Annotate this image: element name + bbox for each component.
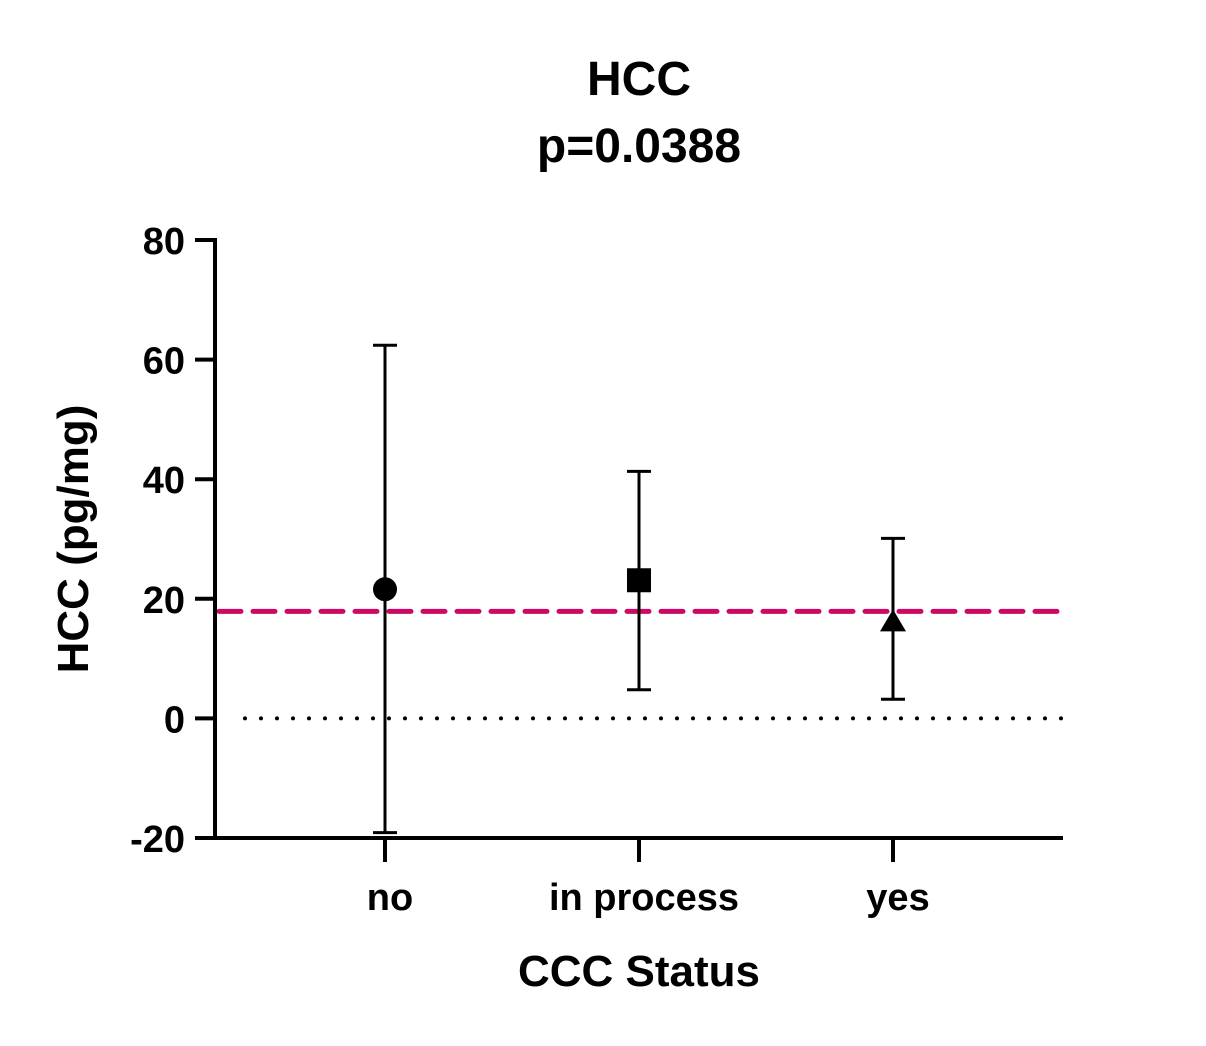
y-tick-label: 20 bbox=[143, 580, 185, 622]
data-point-yes bbox=[880, 609, 906, 632]
x-axis-label: CCC Status bbox=[518, 947, 760, 996]
data-point-no bbox=[373, 577, 397, 602]
x-tick-label: in process bbox=[549, 877, 739, 919]
y-tick-label: 60 bbox=[143, 341, 185, 383]
chart-title: HCC bbox=[587, 53, 691, 106]
y-tick-label: 40 bbox=[143, 460, 185, 502]
y-axis-label: HCC (pg/mg) bbox=[49, 405, 98, 674]
chart-subtitle: p=0.0388 bbox=[537, 120, 741, 173]
y-tick-label: 0 bbox=[164, 699, 185, 741]
x-tick-label: yes bbox=[866, 877, 929, 919]
data-point-in-process bbox=[627, 568, 651, 593]
y-tick-label: -20 bbox=[130, 819, 185, 861]
y-tick-label: 80 bbox=[143, 221, 185, 263]
x-tick-label: no bbox=[367, 877, 413, 919]
